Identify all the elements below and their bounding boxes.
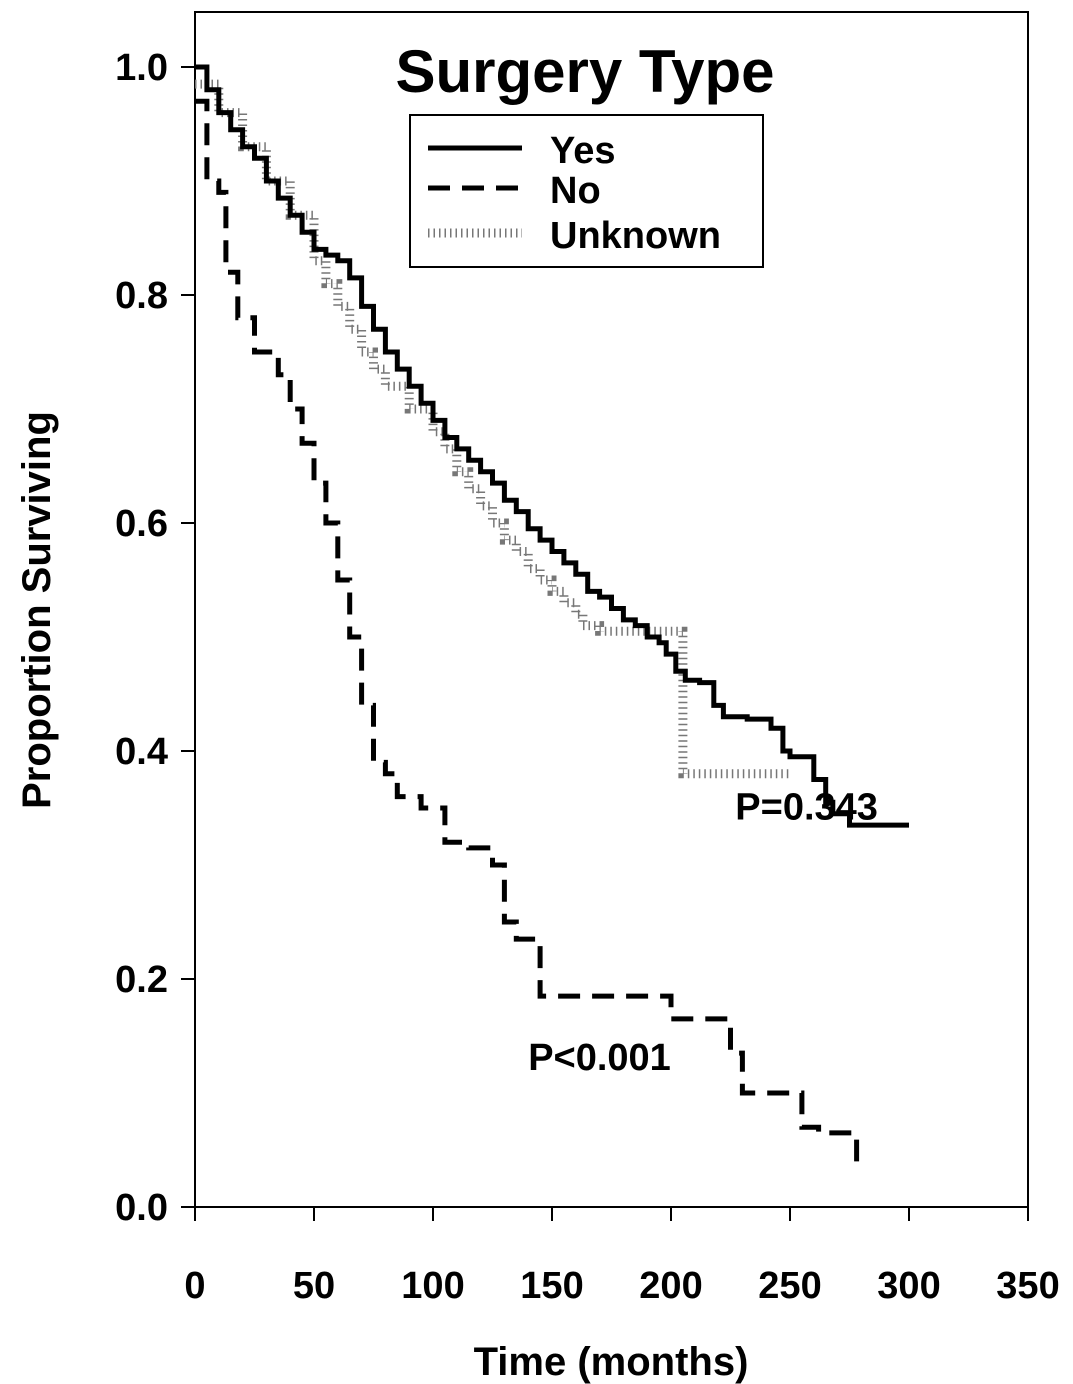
y-tick-label: 0.4 [115,731,168,773]
x-tick-label: 350 [996,1265,1059,1307]
series-line-unknown [195,79,790,779]
y-tick-label: 0.2 [115,959,168,1001]
x-tick-label: 300 [877,1265,940,1307]
y-axis: 0.0 0.2 0.4 0.6 0.8 1.0 [115,47,195,1229]
x-tick-label: 0 [184,1265,205,1307]
y-tick-label: 1.0 [115,47,168,89]
annotation-p-yes-unknown: P=0.343 [735,786,878,828]
y-axis-title: Proportion Surviving [15,411,59,809]
y-tick-label: 0.8 [115,275,168,317]
legend-label-unknown: Unknown [550,215,721,257]
x-tick-label: 100 [401,1265,464,1307]
y-tick-label: 0.0 [115,1187,168,1229]
x-tick-label: 50 [293,1265,335,1307]
legend-label-yes: Yes [550,130,616,172]
x-tick-label: 250 [758,1265,821,1307]
x-tick-label: 150 [520,1265,583,1307]
x-axis-title: Time (months) [474,1340,749,1384]
annotation-p-no: P<0.001 [528,1037,671,1079]
series-line-no [195,98,860,1162]
legend-box [409,114,764,268]
x-tick-label: 200 [639,1265,702,1307]
series-line-yes [195,64,909,828]
chart-title: Surgery Type [395,38,774,105]
y-tick-label: 0.6 [115,503,168,545]
x-axis: 0 50 100 150 200 250 300 350 [184,1207,1060,1307]
legend-label-no: No [550,170,601,212]
plot-frame [194,11,1029,1208]
series-layer [195,64,909,1162]
